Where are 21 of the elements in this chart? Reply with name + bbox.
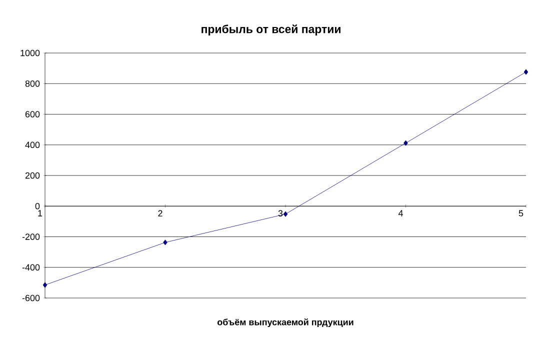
y-tick-label: -200 [22, 234, 40, 240]
x-tick-label: 2 [158, 210, 162, 216]
y-tick-label: 200 [25, 172, 40, 179]
point [163, 240, 168, 246]
y-tick-label: 800 [25, 80, 40, 87]
x-tick-label: 1 [38, 210, 42, 216]
y-tick-label: 0 [35, 202, 40, 210]
x-tick-label: 4 [398, 210, 403, 216]
y-tick-label: -600 [22, 294, 40, 302]
chart-title: прибыль от всей партии [202, 24, 340, 36]
point [283, 211, 288, 217]
x-tick-label: 3 [278, 210, 283, 217]
point [42, 282, 48, 288]
y-tick-label: 1000 [20, 50, 40, 56]
x-axis-title: объём выпускаемой прдукции [217, 318, 354, 328]
y-tick-label: 400 [25, 142, 40, 148]
x-tick-label: 5 [518, 210, 524, 216]
point [524, 69, 528, 75]
point [404, 140, 408, 146]
y-tick-label: 600 [25, 111, 40, 118]
y-tick-label: -400 [22, 264, 40, 271]
